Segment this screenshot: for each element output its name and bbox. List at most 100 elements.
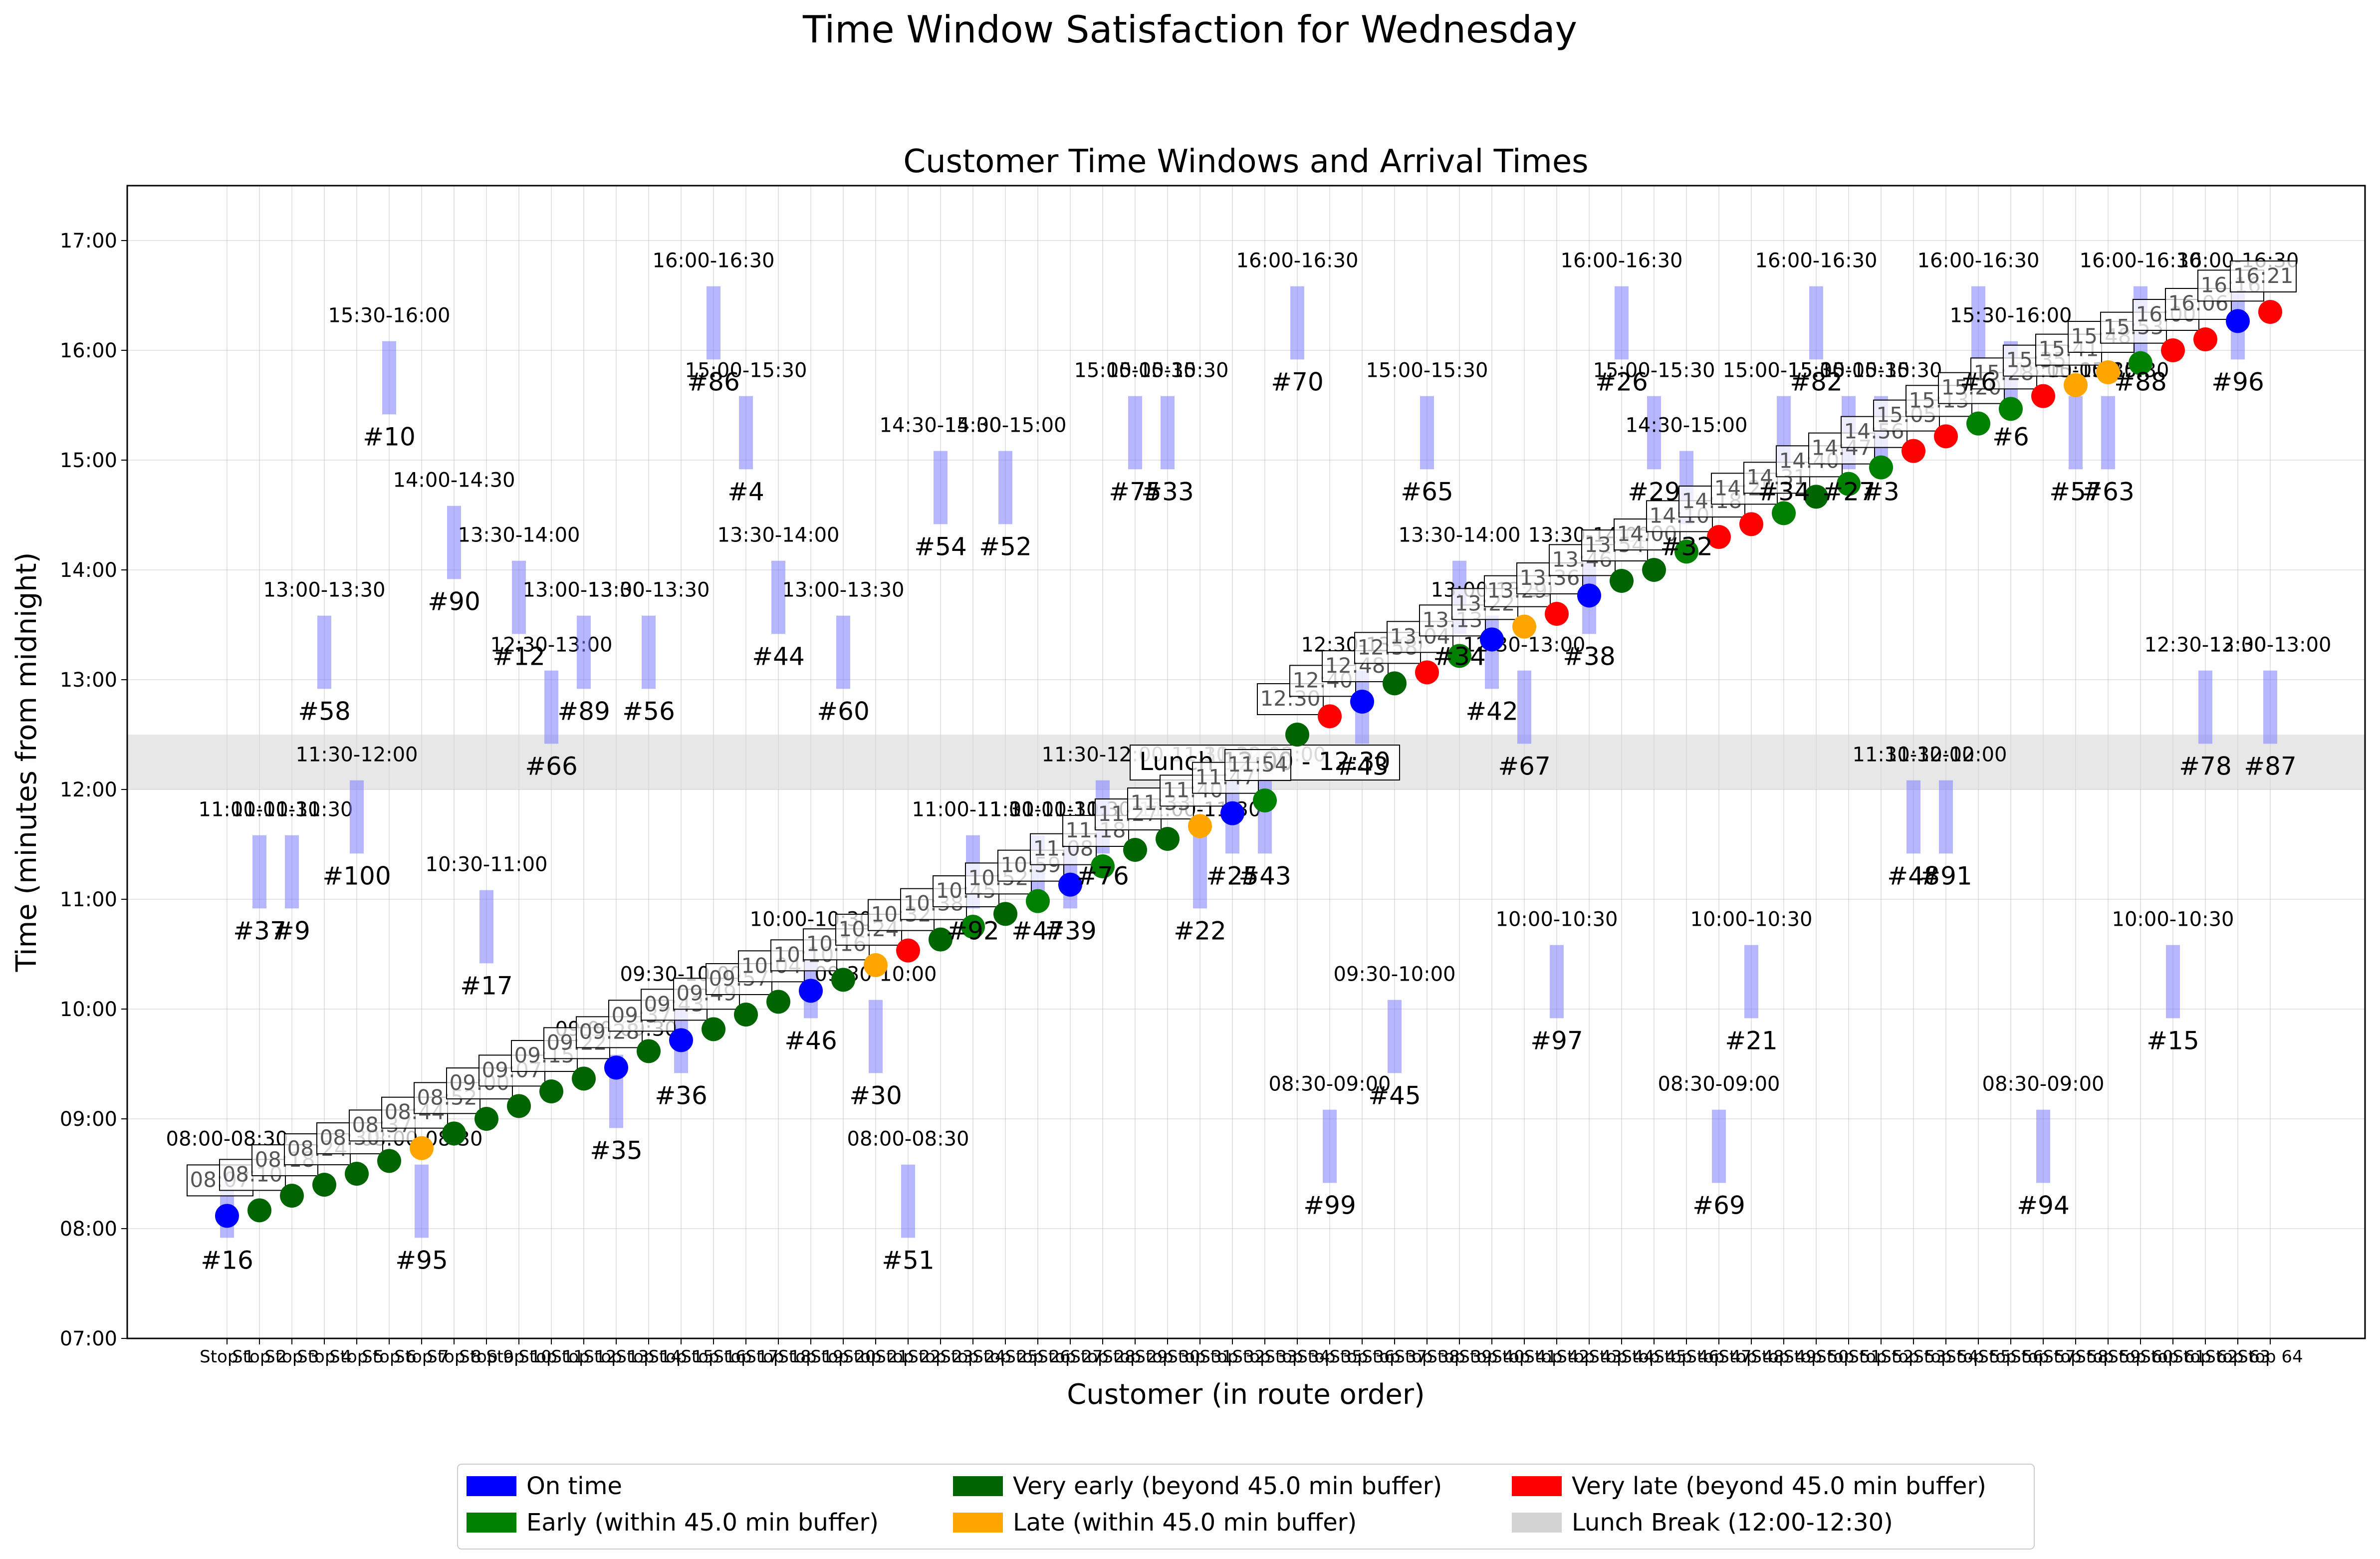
arrival-point — [280, 1184, 304, 1208]
time-window-label: 13:00-13:30 — [782, 579, 905, 602]
time-window-label: 13:00-13:30 — [523, 579, 645, 602]
x-tick-label: Stop 7 — [394, 1347, 449, 1367]
x-tick-label: Stop 13 — [583, 1347, 649, 1367]
arrival-point — [1642, 558, 1666, 582]
time-window-label: 13:00-13:30 — [588, 579, 710, 602]
arrival-point — [1447, 644, 1471, 668]
customer-label: #10 — [363, 422, 416, 451]
arrival-point — [1512, 614, 1536, 639]
x-tick-label: Stop 60 — [2108, 1347, 2173, 1367]
y-tick-label: 09:00 — [60, 1108, 117, 1131]
customer-label: #58 — [298, 697, 351, 726]
legend-swatch — [953, 1513, 1003, 1533]
arrival-point — [1253, 788, 1277, 812]
plot-frame — [126, 185, 2366, 1339]
x-tick-label: Stop 1 — [200, 1347, 254, 1367]
time-window-label: 14:00-14:30 — [393, 469, 515, 492]
legend-label: Early (within 45.0 min buffer) — [526, 1509, 879, 1537]
y-tick-label: 16:00 — [60, 339, 117, 362]
time-window-bar — [1647, 396, 1661, 470]
customer-label: #88 — [2114, 367, 2167, 396]
x-tick-label: Stop 53 — [1881, 1347, 1946, 1367]
time-window-label: 14:30-15:00 — [880, 414, 1002, 437]
x-tick-label: Stop 54 — [1913, 1347, 1978, 1367]
x-tick-label: Stop 8 — [427, 1347, 481, 1367]
arrival-point — [1383, 671, 1407, 696]
customer-label: #34 — [1757, 477, 1810, 506]
time-window-label: 16:00-16:30 — [1755, 250, 1878, 272]
arrival-point — [2129, 351, 2152, 375]
customer-label: #65 — [1401, 477, 1453, 506]
time-window-bar — [2166, 945, 2180, 1019]
time-window-bar — [869, 1000, 883, 1073]
arrival-point — [1707, 525, 1731, 549]
x-tick-label: Stop 51 — [1816, 1347, 1881, 1367]
arrival-point — [2031, 384, 2055, 408]
y-tick-label: 07:00 — [60, 1327, 117, 1350]
legend-swatch — [467, 1513, 516, 1533]
x-tick-label: Stop 44 — [1589, 1347, 1654, 1367]
customer-labels: #16 #37#9 #58 #100 #10 #95 #90 #17 #12 #66 #89 #35 #… — [201, 367, 2297, 1275]
customer-label: #86 — [687, 367, 740, 396]
customer-label: #91 — [1919, 861, 1972, 890]
time-window-bar — [1971, 286, 1985, 360]
x-tick-label: Stop 25 — [972, 1347, 1038, 1367]
time-window-bar — [1420, 396, 1434, 470]
arrival-label-box — [1224, 749, 1291, 781]
time-window-label: 11:30-12:00 — [1885, 744, 2007, 767]
time-window-label: 11:00-11:30 — [912, 798, 1034, 821]
y-tick-label: 12:00 — [60, 779, 117, 801]
x-tick-label: Stop 50 — [1783, 1347, 1849, 1367]
x-tick-label: Stop 56 — [1978, 1347, 2043, 1367]
arrival-point — [475, 1107, 498, 1131]
time-window-bar — [577, 615, 591, 689]
arrival-point — [1902, 439, 1925, 463]
time-window-label: 14:30-15:00 — [945, 414, 1067, 437]
time-window-label: 16:00-16:30 — [653, 250, 775, 272]
x-tick-label: Stop 63 — [2205, 1347, 2270, 1367]
x-tick-label: Stop 9 — [459, 1347, 514, 1367]
customer-label: #22 — [1174, 916, 1226, 945]
x-tick-label: Stop 41 — [1491, 1347, 1557, 1367]
arrival-point — [1739, 512, 1763, 536]
arrival-point — [1772, 501, 1796, 525]
arrival-point — [1026, 889, 1050, 913]
arrival-point — [1869, 455, 1893, 480]
time-window-bar — [252, 835, 266, 909]
time-window-label: 10:00-10:30 — [2112, 908, 2234, 931]
time-window-label: 15:00-15:30 — [1074, 359, 1196, 382]
arrival-point — [896, 938, 920, 963]
time-window-label: 15:00-15:30 — [1593, 359, 1715, 382]
customer-label: #89 — [557, 697, 610, 726]
arrival-point — [702, 1017, 725, 1041]
x-tick-label: Stop 52 — [1848, 1347, 1913, 1367]
x-tick-label: Stop 39 — [1427, 1347, 1492, 1367]
customer-label: #95 — [395, 1246, 448, 1275]
customer-label: #36 — [655, 1081, 708, 1110]
arrival-point — [1285, 723, 1309, 747]
customer-label: #39 — [1044, 916, 1097, 945]
time-window-label: 08:00-08:30 — [847, 1128, 969, 1151]
customer-label: #51 — [882, 1246, 935, 1275]
time-window-label: 08:30-09:00 — [1269, 1073, 1391, 1096]
x-tick-label: Stop 57 — [2010, 1347, 2076, 1367]
arrival-point — [2064, 373, 2088, 397]
time-window-bar — [2036, 1109, 2050, 1183]
customer-label: #63 — [2082, 477, 2135, 506]
time-window-bar — [1809, 286, 1823, 360]
customer-label: #27 — [1822, 477, 1875, 506]
arrival-point — [1156, 827, 1180, 851]
x-tick-label: Stop 29 — [1102, 1347, 1168, 1367]
customer-label: #16 — [201, 1246, 253, 1275]
time-window-label: 12:30-13:00 — [2209, 634, 2332, 657]
legend-label: Late (within 45.0 min buffer) — [1013, 1509, 1357, 1537]
x-tick-label: Stop 12 — [551, 1347, 616, 1367]
time-window-bar — [998, 451, 1012, 524]
time-window-bar — [642, 615, 656, 689]
customer-label: #37 — [233, 916, 286, 945]
legend-swatch — [1512, 1513, 1562, 1533]
customer-label: #66 — [525, 752, 578, 780]
time-window-label: 11:30-12:00 — [1853, 744, 1975, 767]
x-tick-label: Stop 26 — [1005, 1347, 1070, 1367]
